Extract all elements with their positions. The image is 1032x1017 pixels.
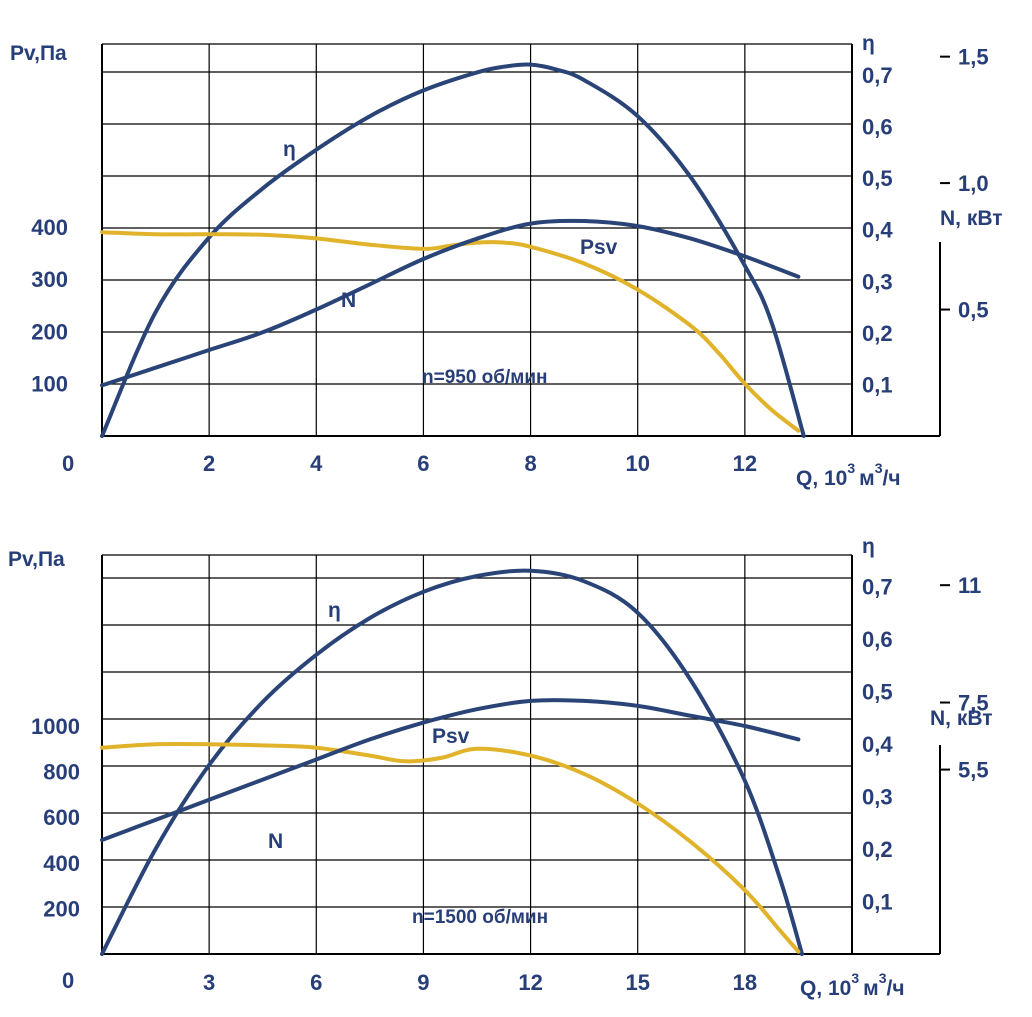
- x-tick-label: 12: [733, 451, 757, 476]
- chart-1500-speed-note: n=1500 об/мин: [412, 907, 548, 928]
- pressure-tick-label: 400: [31, 215, 68, 240]
- chart-1500-ylabel-N: N, кВт: [930, 707, 993, 730]
- power-tick-label: 1,5: [958, 45, 989, 70]
- xlabel-main: Q, 10: [796, 467, 847, 490]
- chart-1500-ylabel-left: Pv,Па: [8, 548, 65, 571]
- x-tick-label: 3: [203, 970, 215, 995]
- pressure-tick-label: 400: [43, 851, 80, 876]
- chart-1500-eta-curve-label: η: [328, 599, 341, 622]
- chart-1500-n-curve-label: N: [268, 830, 283, 853]
- pressure-tick-label: 800: [43, 760, 80, 785]
- x-tick-label: 2: [203, 451, 215, 476]
- xlabel-sup1: 3: [851, 970, 859, 986]
- xlabel-sup2: 3: [875, 460, 883, 476]
- chart-950-speed-note: n=950 об/мин: [422, 367, 548, 388]
- xlabel-tail: /ч: [883, 467, 901, 490]
- chart-1500-psv-curve-label: Psv: [432, 725, 470, 748]
- chart-950-curves: [100, 62, 806, 438]
- chart-950-eta-curve-label: η: [283, 138, 296, 161]
- chart-1500-curves: [100, 568, 804, 956]
- chart-950-xlabel: Q, 103 м3/ч: [796, 460, 901, 490]
- xlabel-tail: /ч: [887, 977, 905, 1000]
- pressure-tick-label: 600: [43, 805, 80, 830]
- curve-static-pressure: [100, 230, 801, 433]
- efficiency-tick-label: 0,6: [862, 115, 893, 140]
- efficiency-tick-label: 0,7: [862, 575, 893, 600]
- curve-power: [100, 698, 801, 842]
- xlabel-unit: м: [863, 977, 879, 1000]
- efficiency-tick-label: 0,5: [862, 166, 893, 191]
- chart-950-psv-curve-label: Psv: [580, 236, 618, 259]
- xlabel-main: Q, 10: [800, 977, 851, 1000]
- x-tick-label: 18: [733, 970, 757, 995]
- x-tick-label: 8: [524, 451, 536, 476]
- curve-static-pressure: [100, 741, 801, 954]
- pressure-tick-label: 300: [31, 267, 68, 292]
- efficiency-tick-label: 0,1: [862, 890, 893, 915]
- xlabel-sup2: 3: [879, 970, 887, 986]
- chart-950-ylabel-eta: η: [862, 32, 875, 55]
- x-tick-label: 4: [310, 451, 323, 476]
- curve-efficiency: [100, 62, 806, 438]
- chart-950rpm: 2 4 6 8 10 12 100 200 300 400 0,1 0,2 0,3 0,4 0,5 0,6 0,…: [10, 32, 1003, 490]
- efficiency-tick-label: 0,2: [862, 837, 893, 862]
- efficiency-tick-label: 0,7: [862, 63, 893, 88]
- efficiency-tick-label: 0,4: [862, 218, 893, 243]
- pressure-tick-label: 1000: [31, 714, 80, 739]
- chart-950-origin-label: 0: [62, 451, 74, 476]
- x-tick-label: 6: [310, 970, 322, 995]
- chart-1500-ylabel-eta: η: [862, 535, 875, 558]
- chart-950-grid: 2 4 6 8 10 12 100 200 300 400 0,1 0,2 0,3 0,4 0,5 0,6 0,…: [31, 43, 989, 476]
- pressure-tick-label: 200: [31, 319, 68, 344]
- efficiency-tick-label: 0,6: [862, 627, 893, 652]
- chart-950-n-curve-label: N: [341, 289, 356, 312]
- chart-1500rpm: 3 6 9 12 15 18 200 400 600 800 1000 0,1 0,2 0,3 0,4 0,5…: [8, 535, 993, 1000]
- curve-efficiency: [100, 568, 804, 956]
- power-tick-label: 5,5: [958, 758, 989, 783]
- chart-1500-xlabel: Q, 103 м3/ч: [800, 970, 905, 1000]
- x-tick-label: 12: [518, 970, 542, 995]
- efficiency-tick-label: 0,3: [862, 785, 893, 810]
- x-tick-label: 6: [417, 451, 429, 476]
- xlabel-unit: м: [859, 467, 875, 490]
- x-tick-label: 15: [625, 970, 649, 995]
- efficiency-tick-label: 0,1: [862, 372, 893, 397]
- pressure-tick-label: 200: [43, 896, 80, 921]
- chart-1500-grid: 3 6 9 12 15 18 200 400 600 800 1000 0,1 0,2 0,3 0,4 0,5…: [31, 554, 989, 995]
- efficiency-tick-label: 0,2: [862, 321, 893, 346]
- curve-power: [100, 218, 801, 388]
- power-tick-label: 0,5: [958, 298, 989, 323]
- chart-950-ylabel-left: Pv,Па: [10, 42, 67, 65]
- efficiency-tick-label: 0,3: [862, 269, 893, 294]
- power-tick-label: 1,0: [958, 171, 989, 196]
- efficiency-tick-label: 0,4: [862, 732, 893, 757]
- x-tick-label: 10: [625, 451, 649, 476]
- chart-950-ylabel-N: N, кВт: [940, 207, 1003, 230]
- power-tick-label: 11: [958, 573, 981, 598]
- efficiency-tick-label: 0,5: [862, 680, 893, 705]
- power-tick-label: 7,5: [958, 691, 989, 716]
- x-tick-label: 9: [417, 970, 429, 995]
- pressure-tick-label: 100: [31, 372, 68, 397]
- chart-1500-origin-label: 0: [62, 968, 74, 993]
- xlabel-sup1: 3: [847, 460, 855, 476]
